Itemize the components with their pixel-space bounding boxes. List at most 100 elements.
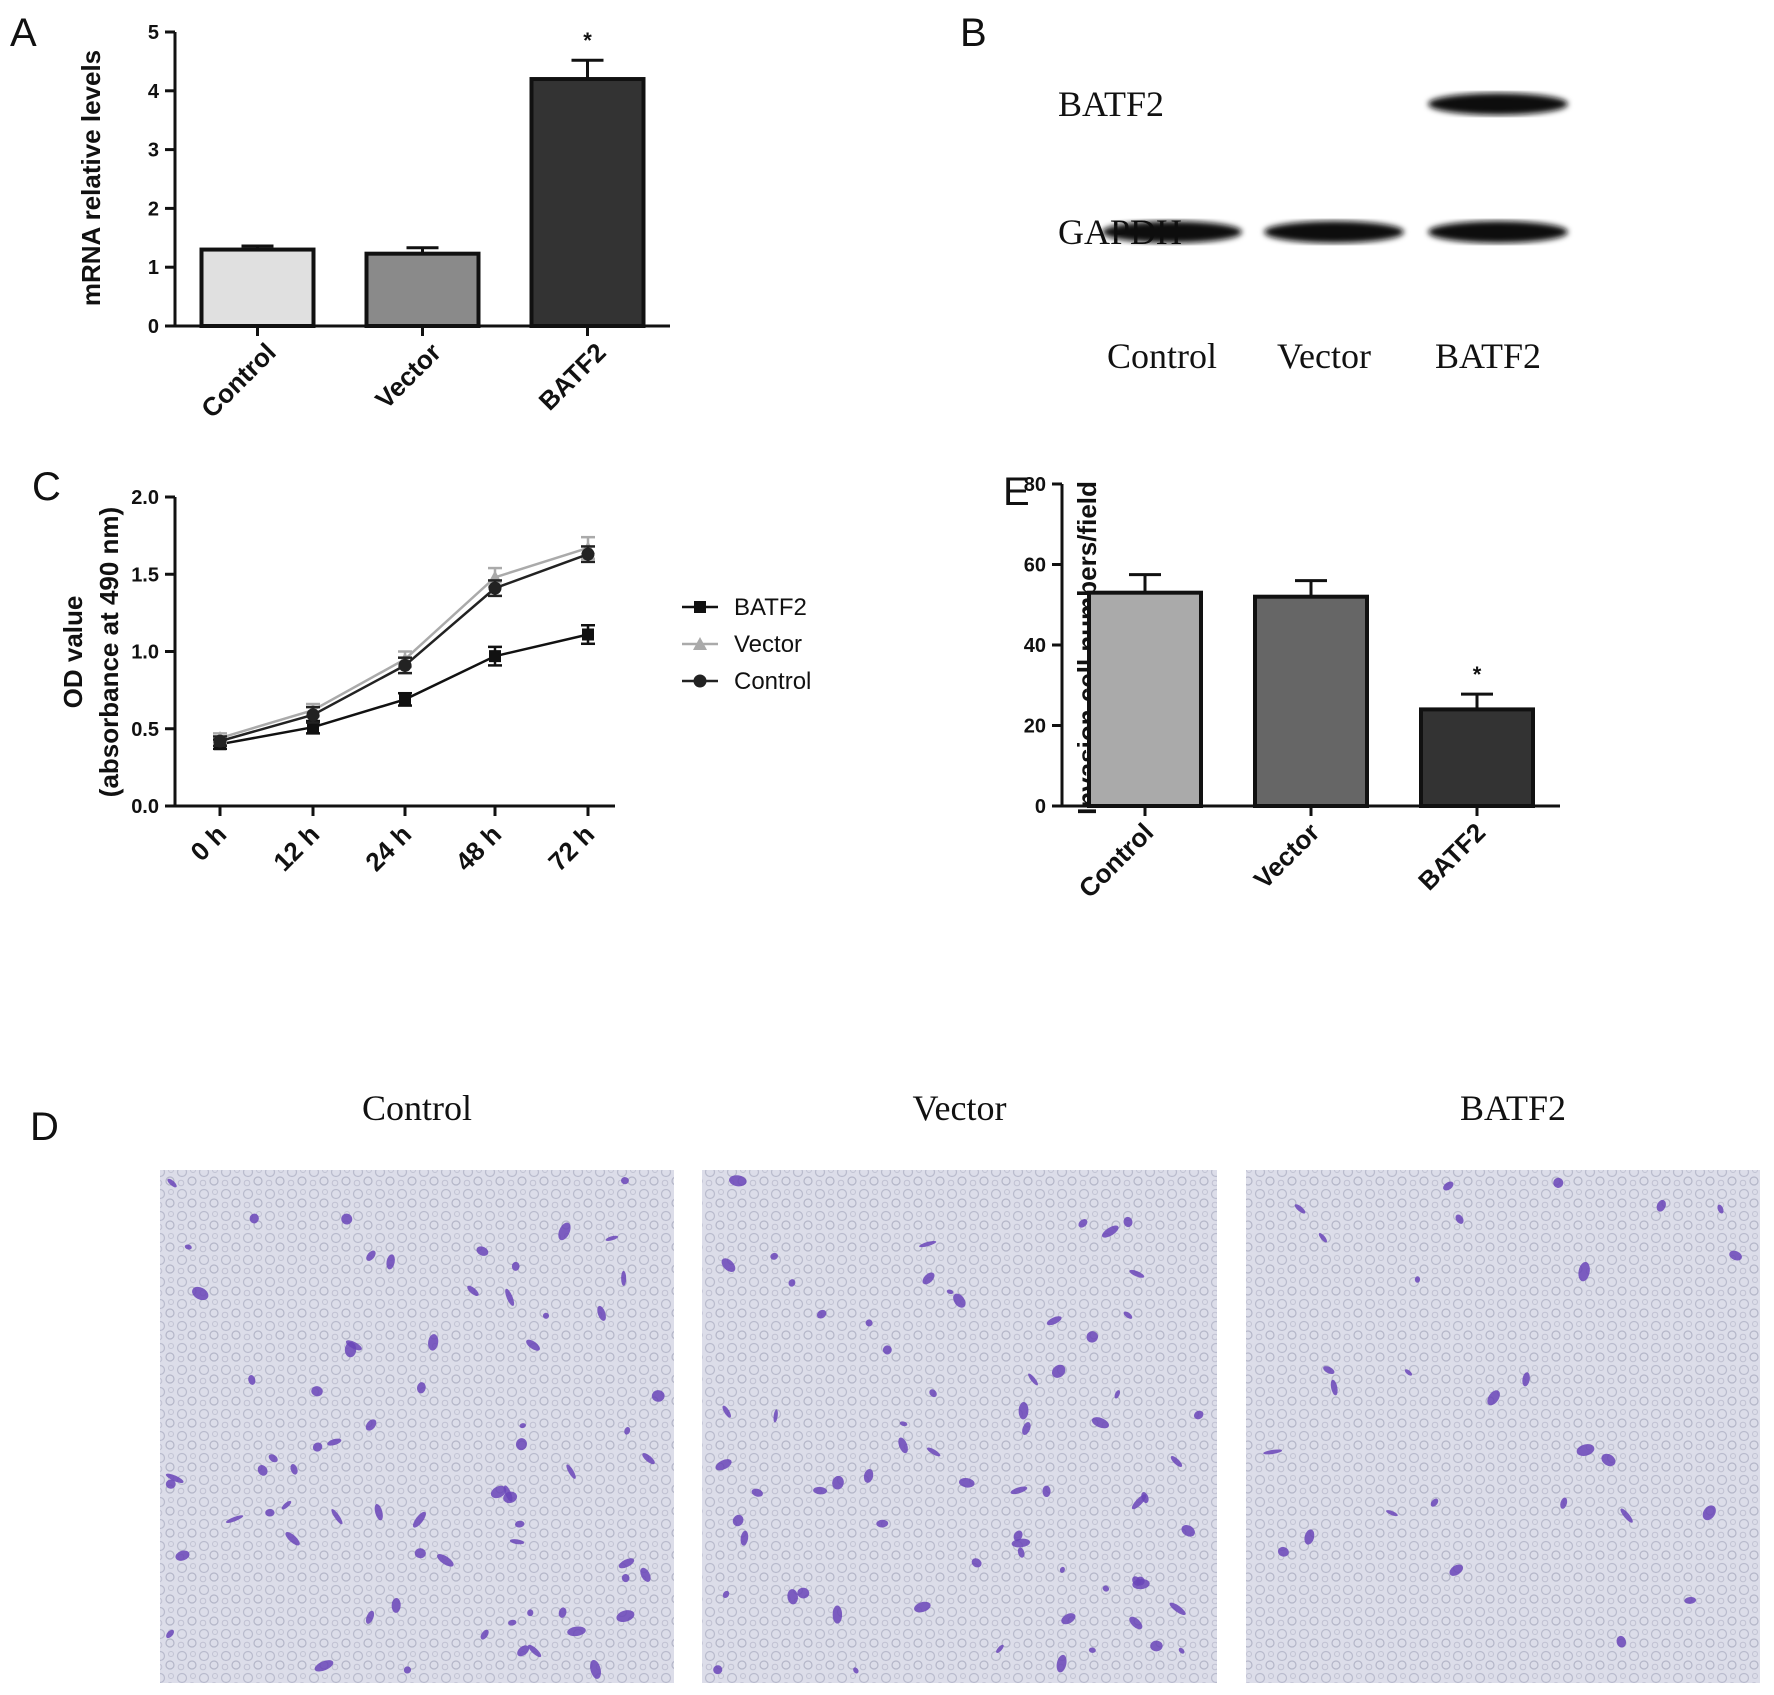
stained-cell — [1601, 1453, 1616, 1467]
stained-cell — [480, 1629, 489, 1640]
bar-vector — [364, 251, 481, 328]
panel-b-letter: B — [960, 11, 987, 55]
stained-cell — [414, 1548, 426, 1559]
stained-cell — [1051, 1364, 1066, 1378]
x-category-label-batf2: BATF2 — [1412, 817, 1491, 896]
stained-cell — [249, 1213, 259, 1224]
x-tick-label-24-h: 24 h — [359, 819, 417, 877]
microscopy-field — [702, 1170, 1217, 1683]
stained-cell — [503, 1491, 518, 1504]
stained-cell — [527, 1609, 534, 1617]
stained-cell — [1114, 1390, 1121, 1399]
blot-band-label-batf2: BATF2 — [1058, 84, 1164, 124]
data-point-batf2-24-h — [399, 693, 411, 706]
data-point-control-0-h — [213, 734, 227, 748]
stained-cell — [374, 1503, 383, 1521]
stained-cell — [863, 1469, 874, 1483]
stained-cell — [1294, 1204, 1306, 1214]
blot-band-gapdh-control — [1102, 221, 1242, 243]
stained-cell — [1131, 1494, 1147, 1510]
stained-cell — [1010, 1486, 1028, 1495]
stained-cell — [167, 1178, 177, 1188]
stained-cell — [929, 1389, 937, 1398]
stained-cell — [618, 1558, 635, 1569]
stained-cell — [566, 1464, 576, 1479]
stained-cell — [797, 1587, 810, 1599]
stained-cell — [1487, 1390, 1500, 1406]
stained-cell — [1078, 1219, 1088, 1228]
blot-band-batf2-batf2 — [1428, 93, 1568, 115]
panel-c: C OD value (absorbance at 490 nm) 0.0 0.5… — [32, 465, 811, 877]
stained-cell — [1702, 1505, 1716, 1521]
y-tick-label: 40 — [1024, 635, 1046, 657]
y-tick-label: 0 — [148, 316, 159, 338]
stained-cell — [311, 1386, 323, 1397]
stained-cell — [1059, 1566, 1065, 1573]
legend-marker-batf2 — [694, 601, 706, 613]
stained-cell — [1616, 1635, 1627, 1648]
stained-cell — [732, 1514, 744, 1527]
stained-cell — [1042, 1485, 1051, 1498]
stained-cell — [341, 1213, 353, 1225]
stained-cell — [490, 1485, 507, 1499]
x-category-label-batf2: BATF2 — [533, 337, 612, 416]
stained-cell — [511, 1261, 520, 1271]
stained-cell — [1430, 1498, 1439, 1507]
data-point-control-48-h — [488, 581, 502, 595]
stained-cell — [927, 1447, 941, 1457]
stained-cell — [1330, 1379, 1338, 1396]
panel-c-letter: C — [32, 465, 61, 509]
stained-cell — [616, 1610, 635, 1623]
panel-e-letter: E — [1003, 470, 1030, 514]
x-category-label-control: Control — [1073, 817, 1160, 904]
stained-cell — [729, 1175, 747, 1187]
stained-cell — [816, 1309, 827, 1319]
stained-cell — [225, 1515, 244, 1523]
stained-cell — [597, 1305, 606, 1321]
stained-cell — [344, 1342, 357, 1358]
panel-c-y-axis-label-line2: (absorbance at 490 nm) — [94, 507, 124, 797]
stained-cell — [1181, 1524, 1195, 1537]
stained-cell — [508, 1619, 517, 1626]
stained-cell — [312, 1442, 323, 1452]
stained-cell — [721, 1258, 736, 1272]
blot-lane-label-vector: Vector — [1277, 336, 1371, 376]
stained-cell — [558, 1222, 571, 1241]
stained-cell — [958, 1477, 975, 1488]
x-tick-label-12-h: 12 h — [267, 819, 325, 877]
stained-cell — [416, 1382, 426, 1394]
blot-band-gapdh-batf2 — [1428, 221, 1568, 243]
panel-c-legend: BATF2 Vector Control — [682, 594, 811, 695]
panel-a-y-axis-label-group: mRNA relative levels — [76, 50, 106, 306]
series-line-vector — [219, 546, 589, 740]
stained-cell — [509, 1539, 525, 1545]
stained-cell — [1129, 1269, 1145, 1278]
stained-cell — [1620, 1508, 1633, 1523]
stained-cell — [590, 1659, 601, 1679]
y-tick-label: 2 — [148, 198, 159, 220]
stained-cell — [621, 1574, 630, 1583]
stained-cell — [165, 1473, 184, 1483]
bar-control — [1087, 590, 1203, 808]
stained-cell — [1123, 1216, 1133, 1228]
stained-cell — [1088, 1647, 1096, 1653]
stained-cell — [1169, 1602, 1186, 1615]
stained-cell — [467, 1285, 479, 1296]
y-tick-label: 3 — [148, 140, 159, 162]
stained-cell — [526, 1339, 540, 1351]
stained-cell — [770, 1252, 779, 1260]
stained-cell — [1449, 1564, 1463, 1576]
stained-cell — [257, 1465, 268, 1476]
y-tick-label: 2.0 — [131, 487, 159, 509]
stained-cell — [773, 1409, 778, 1423]
stained-cell — [166, 1629, 174, 1639]
stained-cell — [366, 1250, 376, 1261]
stained-cell — [946, 1289, 954, 1295]
data-point-control-24-h — [398, 658, 412, 672]
microscopy-field — [1246, 1170, 1760, 1683]
stained-cell — [914, 1601, 931, 1613]
x-tick-label-48-h: 48 h — [449, 819, 507, 877]
microscopy-title-control: Control — [362, 1088, 472, 1128]
data-point-batf2-48-h — [489, 650, 501, 663]
